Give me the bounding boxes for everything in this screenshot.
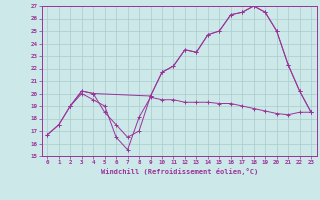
X-axis label: Windchill (Refroidissement éolien,°C): Windchill (Refroidissement éolien,°C)	[100, 168, 258, 175]
